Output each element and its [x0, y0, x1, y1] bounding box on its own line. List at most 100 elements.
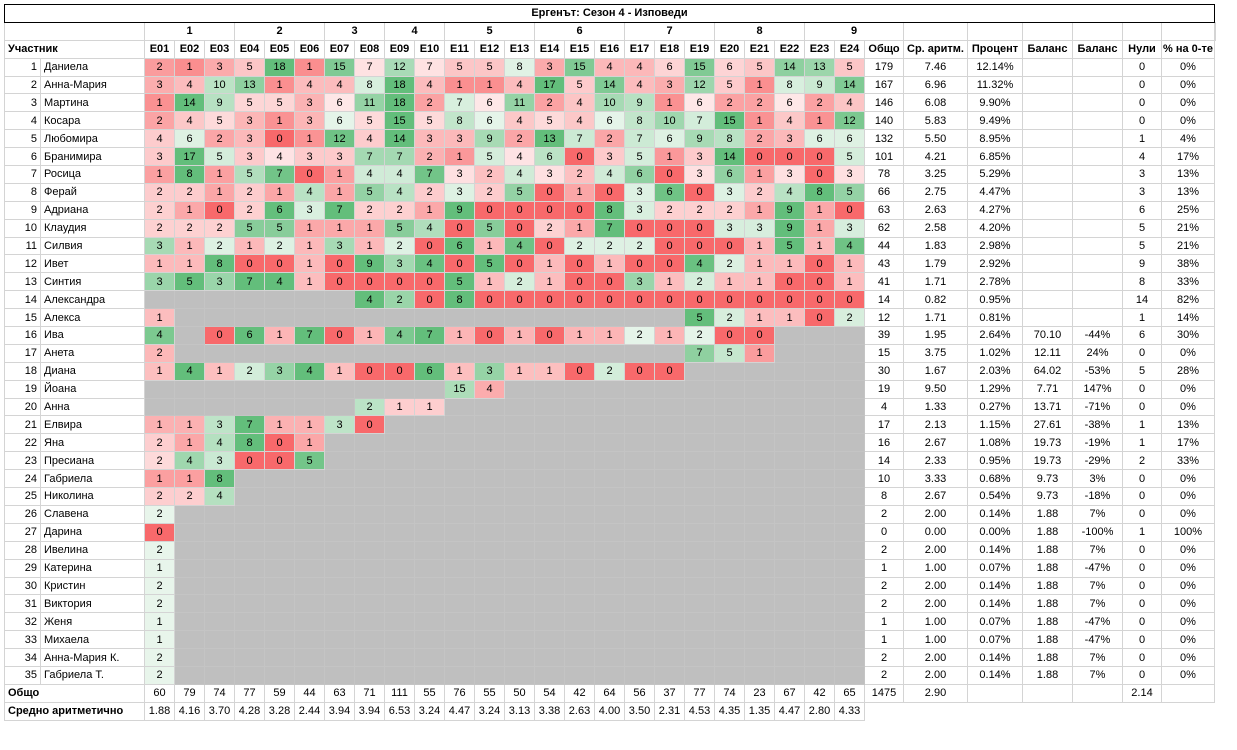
- episode-count-cell[interactable]: [654, 379, 685, 399]
- episode-count-cell[interactable]: 9: [774, 200, 805, 220]
- episode-count-cell[interactable]: 7: [414, 57, 445, 77]
- episode-count-cell[interactable]: [174, 504, 205, 524]
- episode-count-cell[interactable]: [264, 522, 295, 542]
- episode-count-cell[interactable]: 10: [654, 111, 685, 131]
- episode-count-cell[interactable]: [444, 665, 475, 685]
- episode-count-cell[interactable]: 1: [174, 469, 205, 489]
- episode-count-cell[interactable]: 1: [354, 236, 385, 256]
- episode-count-cell[interactable]: [834, 648, 865, 667]
- episode-count-cell[interactable]: [174, 522, 205, 542]
- episode-count-cell[interactable]: [774, 361, 805, 381]
- episode-count-cell[interactable]: 0: [264, 433, 295, 453]
- episode-count-cell[interactable]: 3: [624, 182, 655, 202]
- episode-count-cell[interactable]: [684, 504, 715, 524]
- episode-count-cell[interactable]: [684, 594, 715, 614]
- episode-count-cell[interactable]: 1: [744, 200, 775, 220]
- episode-count-cell[interactable]: [714, 522, 745, 542]
- episode-count-cell[interactable]: 0: [384, 272, 415, 292]
- participant-name[interactable]: Александра: [40, 290, 145, 310]
- episode-count-cell[interactable]: 3: [774, 165, 805, 184]
- episode-count-cell[interactable]: [534, 451, 565, 471]
- episode-count-cell[interactable]: [744, 361, 775, 381]
- episode-count-cell[interactable]: [684, 522, 715, 542]
- episode-count-cell[interactable]: 5: [474, 254, 505, 274]
- episode-count-cell[interactable]: [204, 630, 235, 650]
- episode-count-cell[interactable]: 9: [444, 200, 475, 220]
- episode-count-cell[interactable]: [384, 630, 415, 650]
- percent-header[interactable]: Процент: [967, 39, 1023, 59]
- episode-count-cell[interactable]: 2: [414, 93, 445, 113]
- episode-count-cell[interactable]: [834, 379, 865, 399]
- episode-count-cell[interactable]: [534, 397, 565, 417]
- episode-count-cell[interactable]: 1: [744, 254, 775, 274]
- episode-count-cell[interactable]: [804, 397, 835, 417]
- episode-count-cell[interactable]: [264, 379, 295, 399]
- episode-count-cell[interactable]: 3: [594, 147, 625, 167]
- episode-count-cell[interactable]: 0: [324, 326, 355, 345]
- episode-count-cell[interactable]: 3: [774, 129, 805, 149]
- episode-count-cell[interactable]: 8: [714, 129, 745, 149]
- episode-count-cell[interactable]: 4: [504, 165, 535, 184]
- episode-count-cell[interactable]: [624, 397, 655, 417]
- episode-count-cell[interactable]: 0: [564, 147, 595, 167]
- participant-name[interactable]: Елвира: [40, 415, 145, 435]
- episode-count-cell[interactable]: 8: [594, 200, 625, 220]
- episode-count-cell[interactable]: 6: [414, 361, 445, 381]
- episode-count-cell[interactable]: [324, 630, 355, 650]
- episode-count-cell[interactable]: 0: [504, 200, 535, 220]
- episode-count-cell[interactable]: [714, 540, 745, 560]
- episode-count-cell[interactable]: 1: [834, 254, 865, 274]
- episode-count-cell[interactable]: 5: [474, 147, 505, 167]
- episode-count-cell[interactable]: [804, 594, 835, 614]
- episode-count-cell[interactable]: 3: [534, 165, 565, 184]
- episode-count-cell[interactable]: 2: [684, 272, 715, 292]
- episode-count-cell[interactable]: [444, 612, 475, 632]
- episode-count-cell[interactable]: 1: [474, 75, 505, 95]
- episode-count-cell[interactable]: [744, 451, 775, 471]
- episode-count-cell[interactable]: [384, 308, 415, 328]
- episode-count-cell[interactable]: 15: [444, 379, 475, 399]
- episode-count-cell[interactable]: 4: [684, 254, 715, 274]
- episode-count-cell[interactable]: 0: [534, 200, 565, 220]
- episode-count-cell[interactable]: 4: [354, 290, 385, 310]
- episode-count-cell[interactable]: 9: [204, 93, 235, 113]
- episode-count-cell[interactable]: 2: [144, 200, 175, 220]
- episode-count-cell[interactable]: [384, 522, 415, 542]
- episode-count-cell[interactable]: 1: [264, 326, 295, 345]
- episode-count-cell[interactable]: 5: [474, 218, 505, 238]
- episode-count-cell[interactable]: [774, 558, 805, 578]
- episode-count-cell[interactable]: 1: [594, 326, 625, 345]
- episode-count-cell[interactable]: 6: [714, 57, 745, 77]
- episode-count-cell[interactable]: [714, 361, 745, 381]
- episode-count-cell[interactable]: 0: [744, 326, 775, 345]
- episode-count-cell[interactable]: [354, 648, 385, 667]
- episode-count-cell[interactable]: 0: [804, 290, 835, 310]
- episode-count-cell[interactable]: [384, 558, 415, 578]
- balance-header[interactable]: Баланс: [1022, 39, 1073, 59]
- episode-count-cell[interactable]: 7: [444, 93, 475, 113]
- episode-count-cell[interactable]: [834, 469, 865, 489]
- episode-count-cell[interactable]: [174, 612, 205, 632]
- episode-count-cell[interactable]: [804, 504, 835, 524]
- episode-count-cell[interactable]: [414, 379, 445, 399]
- episode-count-cell[interactable]: [294, 379, 325, 399]
- episode-count-cell[interactable]: 1: [294, 129, 325, 149]
- episode-count-cell[interactable]: [594, 433, 625, 453]
- episode-count-cell[interactable]: [534, 576, 565, 596]
- episode-count-cell[interactable]: [804, 540, 835, 560]
- participant-name[interactable]: Адриана: [40, 200, 145, 220]
- episode-count-cell[interactable]: 5: [204, 111, 235, 131]
- episode-count-cell[interactable]: [564, 630, 595, 650]
- episode-count-cell[interactable]: 11: [504, 93, 535, 113]
- participant-name[interactable]: Клаудия: [40, 218, 145, 238]
- episode-count-cell[interactable]: 2: [204, 129, 235, 149]
- episode-count-cell[interactable]: [474, 308, 505, 328]
- episode-count-cell[interactable]: [654, 558, 685, 578]
- episode-count-cell[interactable]: 0: [414, 272, 445, 292]
- episode-count-cell[interactable]: [444, 630, 475, 650]
- episode-count-cell[interactable]: [204, 397, 235, 417]
- episode-count-cell[interactable]: 2: [354, 397, 385, 417]
- episode-count-cell[interactable]: 6: [474, 93, 505, 113]
- participant-name[interactable]: Михаела: [40, 630, 145, 650]
- episode-count-cell[interactable]: 2: [144, 576, 175, 596]
